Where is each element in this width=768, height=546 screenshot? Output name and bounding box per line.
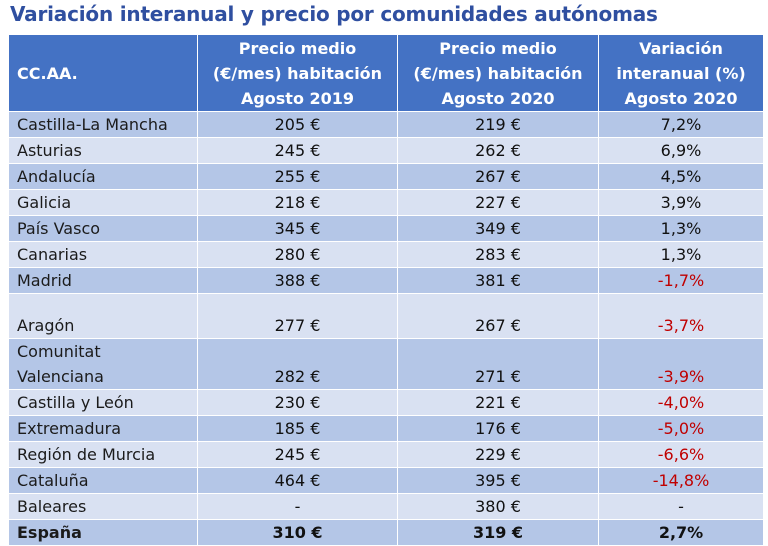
variation-cell: -3,9% bbox=[598, 338, 764, 390]
header-line: Agosto 2019 bbox=[240, 88, 355, 108]
region-cell: Comunitat Valenciana bbox=[8, 338, 198, 390]
price-2020-cell: 267 € bbox=[397, 293, 599, 339]
page-title: Variación interanual y precio por comuni… bbox=[10, 2, 658, 26]
region-cell: Baleares bbox=[8, 493, 198, 520]
header-row: CC.AA. Precio medio (€/mes) habitación A… bbox=[8, 34, 764, 112]
variation-cell: -3,7% bbox=[598, 293, 764, 339]
price-2019-cell: 245 € bbox=[197, 137, 398, 164]
variation-cell: -1,7% bbox=[598, 267, 764, 294]
price-2019-cell: 185 € bbox=[197, 415, 398, 442]
variation-cell: 6,9% bbox=[598, 137, 764, 164]
data-table: CC.AA. Precio medio (€/mes) habitación A… bbox=[8, 34, 764, 546]
price-2020-cell: 229 € bbox=[397, 441, 599, 468]
variation-cell: 1,3% bbox=[598, 215, 764, 242]
total-price-2020-cell: 319 € bbox=[397, 519, 599, 546]
variation-cell: - bbox=[598, 493, 764, 520]
price-2019-cell: 230 € bbox=[197, 389, 398, 416]
region-cell: Galicia bbox=[8, 189, 198, 216]
header-line: (€/mes) habitación bbox=[212, 63, 383, 83]
variation-cell: 3,9% bbox=[598, 189, 764, 216]
col-header-region: CC.AA. bbox=[8, 34, 198, 112]
price-2019-cell: 245 € bbox=[197, 441, 398, 468]
table-row: Baleares - 380 € - bbox=[8, 493, 764, 520]
table-row: Castilla-La Mancha 205 € 219 € 7,2% bbox=[8, 111, 764, 138]
header-line: Agosto 2020 bbox=[624, 88, 738, 108]
price-2020-cell: 267 € bbox=[397, 163, 599, 190]
price-2020-cell: 283 € bbox=[397, 241, 599, 268]
variation-cell: 7,2% bbox=[598, 111, 764, 138]
price-2020-cell: 380 € bbox=[397, 493, 599, 520]
region-cell: Castilla y León bbox=[8, 389, 198, 416]
region-cell: Extremadura bbox=[8, 415, 198, 442]
header-line: Variación bbox=[639, 38, 723, 58]
price-2019-cell: 464 € bbox=[197, 467, 398, 494]
header-line: interanual (%) bbox=[616, 63, 746, 83]
table-row: Aragón 277 € 267 € -3,7% bbox=[8, 293, 764, 339]
total-row: España 310 € 319 € 2,7% bbox=[8, 519, 764, 546]
header-line: Agosto 2020 bbox=[441, 88, 555, 108]
table-row: Comunitat Valenciana 282 € 271 € -3,9% bbox=[8, 338, 764, 390]
table-row: Andalucía 255 € 267 € 4,5% bbox=[8, 163, 764, 190]
variation-cell: 4,5% bbox=[598, 163, 764, 190]
region-cell: Asturias bbox=[8, 137, 198, 164]
price-2020-cell: 349 € bbox=[397, 215, 599, 242]
region-line: Valenciana bbox=[17, 367, 104, 386]
table-row: Cataluña 464 € 395 € -14,8% bbox=[8, 467, 764, 494]
price-2020-cell: 395 € bbox=[397, 467, 599, 494]
price-2020-cell: 176 € bbox=[397, 415, 599, 442]
region-cell: Canarias bbox=[8, 241, 198, 268]
price-2019-cell: - bbox=[197, 493, 398, 520]
price-2020-cell: 381 € bbox=[397, 267, 599, 294]
price-2019-cell: 255 € bbox=[197, 163, 398, 190]
price-2020-cell: 271 € bbox=[397, 338, 599, 390]
region-cell: País Vasco bbox=[8, 215, 198, 242]
table-row: Galicia 218 € 227 € 3,9% bbox=[8, 189, 764, 216]
price-2020-cell: 219 € bbox=[397, 111, 599, 138]
header-line: (€/mes) habitación bbox=[413, 63, 583, 83]
table-row: Extremadura 185 € 176 € -5,0% bbox=[8, 415, 764, 442]
region-cell: Castilla-La Mancha bbox=[8, 111, 198, 138]
price-2020-cell: 227 € bbox=[397, 189, 599, 216]
table-row: Región de Murcia 245 € 229 € -6,6% bbox=[8, 441, 764, 468]
region-cell: Madrid bbox=[8, 267, 198, 294]
variation-cell: 1,3% bbox=[598, 241, 764, 268]
price-2019-cell: 282 € bbox=[197, 338, 398, 390]
total-region-cell: España bbox=[8, 519, 198, 546]
price-2019-cell: 205 € bbox=[197, 111, 398, 138]
region-cell: Región de Murcia bbox=[8, 441, 198, 468]
variation-cell: -6,6% bbox=[598, 441, 764, 468]
variation-cell: -5,0% bbox=[598, 415, 764, 442]
region-cell: Andalucía bbox=[8, 163, 198, 190]
table-row: País Vasco 345 € 349 € 1,3% bbox=[8, 215, 764, 242]
price-2019-cell: 277 € bbox=[197, 293, 398, 339]
table-row: Canarias 280 € 283 € 1,3% bbox=[8, 241, 764, 268]
total-variation-cell: 2,7% bbox=[598, 519, 764, 546]
variation-cell: -14,8% bbox=[598, 467, 764, 494]
col-header-price-2020: Precio medio (€/mes) habitación Agosto 2… bbox=[397, 34, 599, 112]
header-line: Precio medio bbox=[238, 38, 357, 58]
price-2019-cell: 280 € bbox=[197, 241, 398, 268]
price-2019-cell: 218 € bbox=[197, 189, 398, 216]
variation-cell: -4,0% bbox=[598, 389, 764, 416]
price-2019-cell: 388 € bbox=[197, 267, 398, 294]
col-header-price-2019: Precio medio (€/mes) habitación Agosto 2… bbox=[197, 34, 398, 112]
price-2020-cell: 221 € bbox=[397, 389, 599, 416]
col-header-variation: Variación interanual (%) Agosto 2020 bbox=[598, 34, 764, 112]
price-2019-cell: 345 € bbox=[197, 215, 398, 242]
region-cell: Cataluña bbox=[8, 467, 198, 494]
table-row: Asturias 245 € 262 € 6,9% bbox=[8, 137, 764, 164]
price-2020-cell: 262 € bbox=[397, 137, 599, 164]
region-line: Comunitat bbox=[17, 342, 101, 361]
table-row: Madrid 388 € 381 € -1,7% bbox=[8, 267, 764, 294]
total-price-2019-cell: 310 € bbox=[197, 519, 398, 546]
region-cell: Aragón bbox=[8, 293, 198, 339]
header-line: Precio medio bbox=[439, 38, 557, 58]
table-row: Castilla y León 230 € 221 € -4,0% bbox=[8, 389, 764, 416]
